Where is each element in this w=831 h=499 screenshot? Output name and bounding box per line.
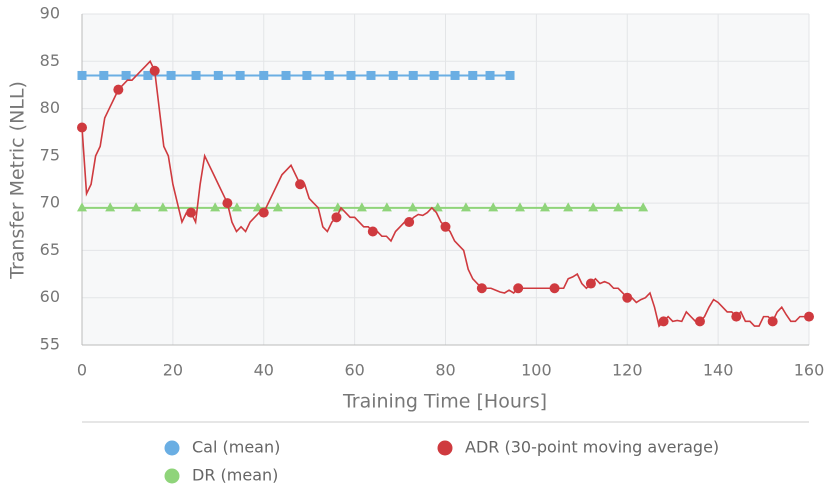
x-axis-title: Training Time [Hours] bbox=[342, 391, 547, 413]
plot-area bbox=[77, 59, 814, 328]
marker bbox=[222, 198, 233, 209]
marker bbox=[658, 316, 669, 327]
marker bbox=[149, 65, 160, 76]
marker bbox=[381, 202, 392, 212]
marker bbox=[513, 283, 524, 294]
marker bbox=[460, 202, 471, 212]
y-axis-title: Transfer Metric (NLL) bbox=[7, 81, 29, 280]
marker bbox=[258, 207, 269, 218]
marker bbox=[131, 202, 142, 212]
marker bbox=[408, 70, 418, 80]
legend-marker bbox=[437, 440, 453, 456]
marker bbox=[731, 311, 742, 322]
marker bbox=[429, 70, 439, 80]
x-tick-label: 140 bbox=[703, 361, 734, 380]
marker bbox=[613, 202, 624, 212]
marker bbox=[77, 202, 87, 212]
y-tick-label: 85 bbox=[40, 51, 60, 70]
marker bbox=[121, 70, 131, 80]
marker bbox=[540, 202, 551, 212]
marker bbox=[476, 283, 487, 294]
marker bbox=[295, 179, 306, 190]
legend-label: DR (mean) bbox=[192, 466, 278, 485]
marker bbox=[588, 202, 599, 212]
marker bbox=[407, 202, 418, 212]
marker bbox=[450, 70, 460, 80]
legend-marker bbox=[164, 440, 180, 456]
marker bbox=[235, 70, 245, 80]
marker bbox=[281, 70, 291, 80]
marker bbox=[331, 212, 342, 223]
marker bbox=[302, 70, 312, 80]
marker bbox=[324, 70, 334, 80]
marker bbox=[585, 278, 596, 289]
x-tick-label: 100 bbox=[521, 361, 552, 380]
marker bbox=[186, 207, 197, 218]
marker bbox=[694, 316, 705, 327]
marker bbox=[468, 70, 478, 80]
marker bbox=[638, 202, 649, 212]
marker bbox=[622, 292, 633, 303]
marker bbox=[515, 202, 526, 212]
y-tick-label: 75 bbox=[40, 145, 60, 164]
y-tick-label: 65 bbox=[40, 240, 60, 259]
y-tick-label: 80 bbox=[40, 98, 60, 117]
marker bbox=[488, 202, 499, 212]
marker bbox=[143, 70, 153, 80]
x-tick-label: 40 bbox=[254, 361, 274, 380]
marker bbox=[356, 202, 367, 212]
marker bbox=[549, 283, 560, 294]
y-tick-label: 55 bbox=[40, 335, 60, 354]
x-tick-label: 60 bbox=[344, 361, 364, 380]
marker bbox=[191, 70, 201, 80]
marker bbox=[210, 202, 221, 212]
marker bbox=[563, 202, 574, 212]
marker bbox=[346, 70, 356, 80]
marker bbox=[388, 70, 398, 80]
marker bbox=[166, 70, 176, 80]
marker bbox=[440, 221, 451, 232]
marker bbox=[213, 70, 223, 80]
marker bbox=[157, 202, 168, 212]
y-tick-label: 60 bbox=[40, 287, 60, 306]
x-tick-label: 80 bbox=[435, 361, 455, 380]
marker bbox=[231, 202, 242, 212]
marker bbox=[404, 217, 415, 228]
marker bbox=[113, 84, 124, 95]
x-tick-label: 20 bbox=[163, 361, 183, 380]
y-tick-label: 70 bbox=[40, 193, 60, 212]
legend-marker bbox=[164, 468, 180, 484]
legend-label: ADR (30-point moving average) bbox=[465, 438, 719, 457]
marker bbox=[485, 70, 495, 80]
marker bbox=[366, 70, 376, 80]
y-tick-label: 90 bbox=[40, 4, 60, 23]
marker bbox=[77, 70, 87, 80]
x-tick-label: 120 bbox=[612, 361, 643, 380]
legend-label: Cal (mean) bbox=[192, 438, 280, 457]
marker bbox=[432, 202, 443, 212]
marker bbox=[272, 202, 283, 212]
marker bbox=[77, 122, 87, 133]
marker bbox=[767, 316, 778, 327]
x-tick-label: 0 bbox=[77, 361, 87, 380]
marker bbox=[505, 70, 515, 80]
x-tick-label: 160 bbox=[794, 361, 825, 380]
marker bbox=[367, 226, 378, 237]
marker bbox=[99, 70, 109, 80]
marker bbox=[259, 70, 269, 80]
marker bbox=[105, 202, 116, 212]
legend: Cal (mean) DR (mean) ADR (30-point moving … bbox=[164, 438, 719, 485]
marker bbox=[804, 311, 814, 322]
